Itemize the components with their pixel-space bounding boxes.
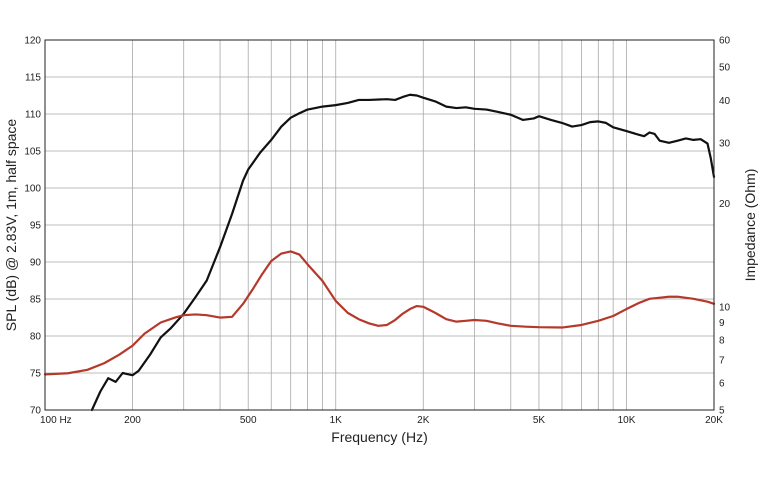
y2-tick-label: 6 — [719, 378, 725, 389]
y2-tick-label: 30 — [719, 139, 731, 150]
x-tick-label: 5K — [533, 415, 546, 426]
spl-curve — [90, 93, 716, 412]
x-tick-label: 2K — [417, 415, 430, 426]
y2-tick-label: 40 — [719, 96, 731, 107]
x-tick-label: 500 — [240, 415, 257, 426]
y-tick-label: 95 — [30, 221, 42, 232]
y2-tick-label: 50 — [719, 63, 731, 74]
y2-tick-label: 5 — [719, 406, 725, 417]
y-tick-label: 90 — [30, 258, 42, 269]
y2-tick-label: 60 — [719, 36, 731, 47]
x-tick-label: 10K — [618, 415, 636, 426]
impedance-curve — [43, 250, 716, 376]
tick-labels: 100 Hz 200 500 1K 2K 5K 10K 20K7075808590951001… — [24, 36, 730, 427]
y2-axis-title: Impedance (Ohm) — [742, 169, 758, 282]
y-tick-label: 75 — [30, 369, 42, 380]
plot-frame — [44, 39, 715, 411]
y-tick-label: 120 — [24, 36, 41, 47]
x-axis-title: Frequency (Hz) — [331, 429, 427, 445]
series-layer — [43, 93, 716, 412]
y2-tick-label: 9 — [719, 318, 725, 329]
y-tick-label: 85 — [30, 295, 42, 306]
y2-tick-label: 20 — [719, 199, 731, 210]
x-tick-label: 1K — [330, 415, 343, 426]
y-axis-title: SPL (dB) @ 2.83V, 1m, half space — [3, 119, 19, 332]
y-tick-label: 100 — [24, 184, 41, 195]
x-tick-label: 200 — [124, 415, 141, 426]
y-tick-label: 105 — [24, 147, 41, 158]
y2-tick-label: 7 — [719, 355, 725, 366]
y-tick-label: 110 — [25, 110, 41, 121]
y-tick-label: 115 — [25, 73, 41, 84]
y-tick-label: 80 — [30, 332, 42, 343]
x-tick-label: 20K — [705, 415, 723, 426]
y-tick-label: 70 — [30, 406, 42, 417]
grid — [45, 40, 714, 410]
y2-tick-label: 10 — [719, 302, 731, 313]
x-tick-label: 100 Hz — [40, 415, 72, 426]
y2-tick-label: 8 — [719, 336, 725, 347]
